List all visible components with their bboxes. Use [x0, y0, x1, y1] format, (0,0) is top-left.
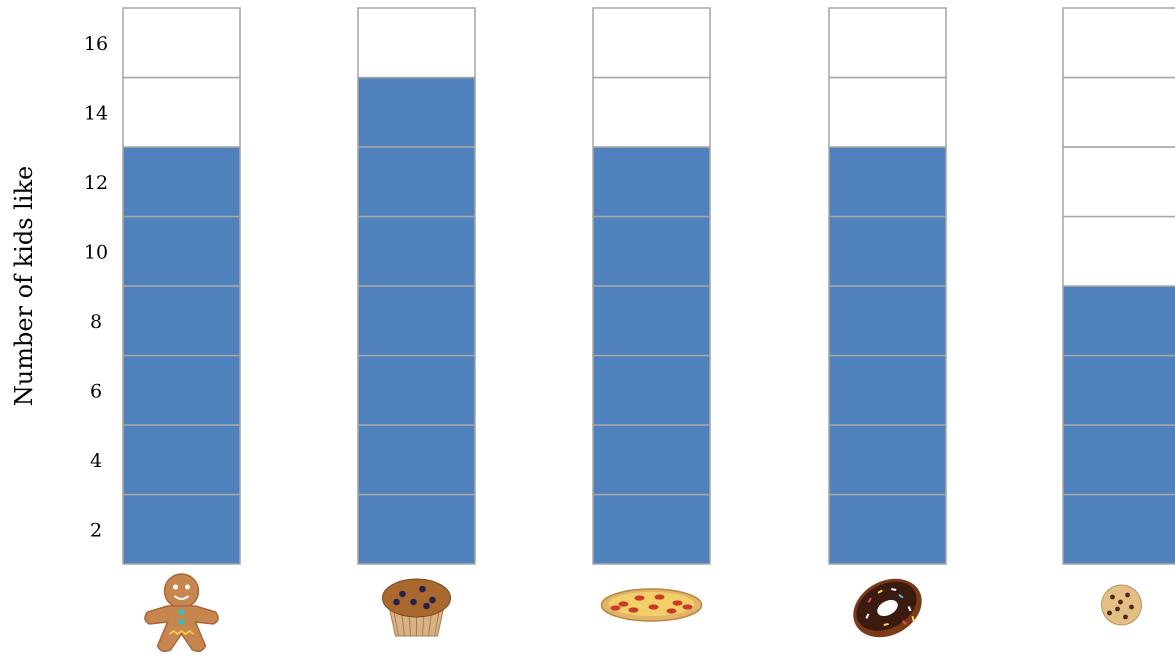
- bar-cell-filled: [1062, 424, 1175, 496]
- bar-cell-filled: [828, 285, 947, 357]
- bar-cell-filled: [592, 215, 711, 287]
- bar-cell-filled: [357, 215, 476, 287]
- bar-cell-filled: [592, 424, 711, 496]
- bars: [122, 7, 1175, 565]
- bar-cookie: [1062, 7, 1175, 565]
- category-icons: [144, 573, 1142, 653]
- bar-gingerbread-man: [122, 7, 241, 565]
- bar-cell-empty: [592, 7, 711, 79]
- bar-cell-filled: [122, 424, 241, 496]
- y-tick-labels: 2 4 6 8 10 12 14 16: [84, 33, 108, 542]
- y-tick-label: 12: [84, 172, 108, 194]
- gingerbread-man-icon: [144, 573, 219, 653]
- bar-cell-empty: [1062, 7, 1175, 79]
- bar-cell-filled: [1062, 493, 1175, 565]
- y-tick-label: 6: [90, 380, 102, 402]
- bar-cell-filled: [357, 285, 476, 357]
- muffin-icon: [382, 578, 451, 637]
- y-tick-label: 4: [90, 450, 102, 472]
- bar-cell-empty: [828, 76, 947, 148]
- bar-cell-empty: [1062, 76, 1175, 148]
- bar-cell-filled: [357, 424, 476, 496]
- y-tick-label: 14: [84, 102, 108, 124]
- bar-cell-filled: [122, 354, 241, 426]
- bar-cell-empty: [1062, 215, 1175, 287]
- bar-cell-empty: [592, 76, 711, 148]
- pizza-icon: [600, 588, 703, 622]
- bar-cell-filled: [592, 354, 711, 426]
- bar-cell-filled: [592, 146, 711, 218]
- bar-cell-filled: [1062, 285, 1175, 357]
- y-tick-label: 8: [90, 311, 102, 333]
- y-axis-label: Number of kids like: [10, 166, 38, 406]
- bar-cell-filled: [1062, 354, 1175, 426]
- bar-cell-empty: [1062, 146, 1175, 218]
- bar-cell-filled: [828, 354, 947, 426]
- bar-cell-filled: [357, 493, 476, 565]
- bar-cell-filled: [122, 215, 241, 287]
- bar-muffin: [357, 7, 476, 565]
- bar-pizza: [592, 7, 711, 565]
- bar-cell-empty: [828, 7, 947, 79]
- bar-cell-filled: [357, 146, 476, 218]
- y-tick-label: 16: [84, 33, 108, 55]
- y-tick-label: 10: [84, 241, 108, 263]
- bar-cell-filled: [828, 146, 947, 218]
- cookie-icon: [1101, 584, 1142, 626]
- bar-cell-filled: [357, 354, 476, 426]
- y-tick-label: 2: [90, 519, 102, 541]
- bar-cell-filled: [122, 146, 241, 218]
- bar-cell-filled: [122, 493, 241, 565]
- bar-cell-empty: [122, 76, 241, 148]
- bar-donut: [828, 7, 947, 565]
- bar-cell-empty: [122, 7, 241, 79]
- bar-cell-filled: [828, 215, 947, 287]
- bar-cell-filled: [828, 493, 947, 565]
- bar-cell-filled: [357, 76, 476, 148]
- bar-cell-filled: [592, 493, 711, 565]
- bar-cell-filled: [828, 424, 947, 496]
- donut-icon: [853, 578, 922, 638]
- bar-cell-filled: [122, 285, 241, 357]
- bar-cell-empty: [357, 7, 476, 79]
- bar-cell-filled: [592, 285, 711, 357]
